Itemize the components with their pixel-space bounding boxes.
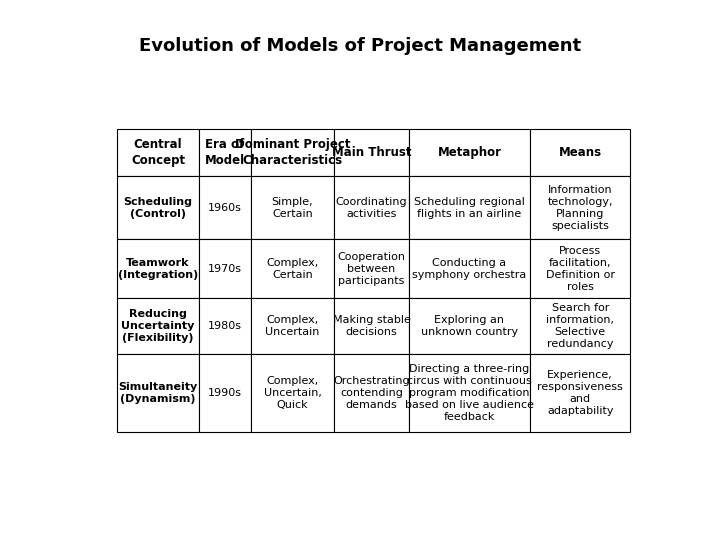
Bar [334,239,409,299]
Text: Complex,
Uncertain,
Quick: Complex, Uncertain, Quick [264,376,322,410]
Text: Cooperation
between
participants: Cooperation between participants [338,252,405,286]
Bar [199,129,251,176]
Text: Teamwork
(Integration): Teamwork (Integration) [118,258,198,280]
Bar [530,354,630,432]
Bar [334,176,409,239]
Text: Coordinating
activities: Coordinating activities [336,197,408,219]
Text: Exploring an
unknown country: Exploring an unknown country [421,315,518,337]
Bar [251,239,334,299]
Bar [530,239,630,299]
Bar [409,354,530,432]
Bar [199,354,251,432]
Bar [199,239,251,299]
Bar [530,129,630,176]
Bar [251,354,334,432]
Bar [117,239,199,299]
Text: 1970s: 1970s [208,264,242,274]
Text: Orchestrating
contending
demands: Orchestrating contending demands [333,376,410,410]
Bar [530,176,630,239]
Bar [117,354,199,432]
Bar [251,129,334,176]
Text: Reducing
Uncertainty
(Flexibility): Reducing Uncertainty (Flexibility) [122,309,195,343]
Text: Central
Concept: Central Concept [131,138,185,167]
Bar [409,299,530,354]
Text: 1960s: 1960s [208,203,242,213]
Bar [117,129,199,176]
Text: Process
facilitation,
Definition or
roles: Process facilitation, Definition or role… [546,246,615,292]
Text: Complex,
Uncertain: Complex, Uncertain [266,315,320,337]
Text: Experience,
responsiveness
and
adaptability: Experience, responsiveness and adaptabil… [537,370,623,416]
Bar [409,239,530,299]
Text: Simple,
Certain: Simple, Certain [271,197,313,219]
Text: Search for
information,
Selective
redundancy: Search for information, Selective redund… [546,303,614,349]
Text: Making stable
decisions: Making stable decisions [333,315,410,337]
Text: Era of
Model: Era of Model [205,138,245,167]
Text: 1980s: 1980s [208,321,242,331]
Bar [117,176,199,239]
Text: Dominant Project
Characteristics: Dominant Project Characteristics [235,138,351,167]
Text: Scheduling regional
flights in an airline: Scheduling regional flights in an airlin… [414,197,525,219]
Bar [251,176,334,239]
Text: Metaphor: Metaphor [438,146,501,159]
Bar [530,299,630,354]
Bar [117,299,199,354]
Text: Conducting a
symphony orchestra: Conducting a symphony orchestra [413,258,526,280]
Text: 1990s: 1990s [208,388,242,398]
Text: Complex,
Certain: Complex, Certain [266,258,319,280]
Bar [199,299,251,354]
Text: Simultaneity
(Dynamism): Simultaneity (Dynamism) [119,382,198,404]
Text: Evolution of Models of Project Management: Evolution of Models of Project Managemen… [139,37,581,55]
Bar [199,176,251,239]
Bar [334,299,409,354]
Bar [409,176,530,239]
Text: Main Thrust: Main Thrust [332,146,411,159]
Bar [251,299,334,354]
Text: Scheduling
(Control): Scheduling (Control) [124,197,192,219]
Bar [409,129,530,176]
Text: Information
technology,
Planning
specialists: Information technology, Planning special… [547,185,613,231]
Bar [334,129,409,176]
Bar [334,354,409,432]
Text: Means: Means [559,146,602,159]
Text: Directing a three-ring
circus with continuous
program modification
based on live: Directing a three-ring circus with conti… [405,364,534,422]
